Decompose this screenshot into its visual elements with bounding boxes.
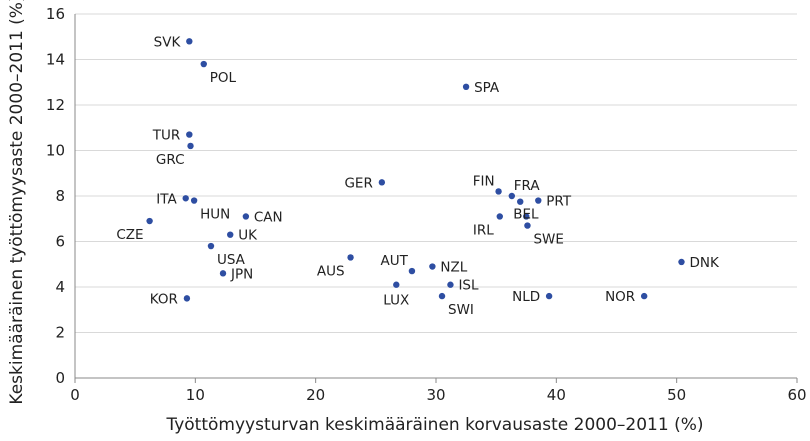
point-label-hun: HUN — [200, 207, 230, 223]
data-point-isl — [447, 281, 454, 288]
data-point-fin — [495, 188, 502, 195]
data-point-dnk — [678, 258, 685, 266]
point-label-nzl: NZL — [440, 260, 467, 276]
y-axis-title: Keskimääräinen työttömyysaste 2000–2011 … — [7, 0, 27, 405]
point-label-fra: FRA — [514, 178, 541, 194]
data-point-aut — [408, 267, 416, 275]
x-tick-label: 10 — [186, 386, 205, 404]
x-tick-label: 60 — [787, 386, 806, 404]
data-point-svk — [186, 38, 193, 45]
point-label-swi: SWI — [448, 302, 474, 318]
x-tick-label: 50 — [667, 386, 686, 404]
y-tick-label: 2 — [55, 324, 65, 342]
point-label-prt: PRT — [546, 194, 572, 210]
y-tick-label: 8 — [55, 187, 65, 205]
x-tick-label: 30 — [426, 386, 445, 404]
data-point-can — [242, 213, 250, 220]
y-axis-ticks: 0 2 4 6 8 10 12 14 16 — [46, 5, 65, 387]
point-label-nld: NLD — [512, 289, 540, 305]
data-point-jpn — [219, 270, 227, 277]
data-point-prt — [535, 197, 542, 204]
point-label-ger: GER — [344, 175, 372, 191]
data-point-grc — [187, 142, 194, 150]
point-label-fin: FIN — [473, 173, 495, 189]
data-point — [517, 198, 524, 205]
point-label-bel: BEL — [513, 206, 539, 222]
point-label-grc: GRC — [156, 152, 185, 168]
point-label-jpn: JPN — [230, 266, 253, 282]
point-label-spa: SPA — [474, 80, 500, 96]
x-tick-label: 20 — [306, 386, 325, 404]
point-label-pol: POL — [210, 70, 237, 86]
point-label-uk: UK — [238, 228, 258, 244]
x-axis-title: Työttömyysturvan keskimääräinen korvausa… — [165, 415, 703, 435]
y-tick-label: 0 — [55, 369, 65, 387]
point-label-dnk: DNK — [689, 255, 719, 271]
data-point-aus — [347, 254, 354, 261]
data-point-cze — [146, 217, 153, 225]
point-label-tur: TUR — [152, 128, 181, 144]
point-label-ita: ITA — [156, 191, 177, 207]
y-tick-label: 6 — [55, 233, 65, 251]
data-point-swi — [438, 292, 446, 300]
data-point-swe — [524, 222, 531, 229]
point-label-isl: ISL — [458, 278, 479, 294]
point-label-kor: KOR — [150, 291, 178, 307]
point-label-can: CAN — [254, 209, 283, 225]
y-tick-label: 14 — [46, 51, 65, 69]
data-points — [146, 38, 685, 302]
x-axis-ticks: 0 10 20 30 40 50 60 — [70, 378, 807, 404]
data-point-fra — [508, 192, 516, 200]
data-point-lux — [393, 281, 400, 288]
data-point-pol — [200, 60, 207, 68]
point-label-irl: IRL — [473, 222, 494, 238]
data-point-nld — [545, 292, 553, 300]
data-point-spa — [462, 83, 470, 91]
data-point-kor — [183, 295, 191, 302]
point-label-swe: SWE — [533, 232, 563, 248]
x-tick-label: 40 — [547, 386, 566, 404]
data-point-irl — [496, 213, 503, 220]
point-label-svk: SVK — [154, 34, 182, 50]
data-point-ger — [378, 179, 386, 186]
x-tick-label: 0 — [70, 386, 80, 404]
data-point-uk — [227, 231, 234, 238]
point-label-aus: AUS — [317, 263, 345, 279]
point-label-lux: LUX — [383, 293, 409, 309]
point-label-usa: USA — [217, 252, 246, 268]
data-point-ita — [182, 195, 189, 202]
grid-lines — [75, 13, 797, 333]
data-point-nzl — [429, 263, 436, 270]
y-tick-label: 10 — [46, 142, 65, 160]
point-label-nor: NOR — [605, 289, 635, 305]
data-point-tur — [186, 131, 193, 138]
y-tick-label: 16 — [46, 5, 65, 23]
point-labels: SVK POL SPA TUR GRC GER FIN FRA PRT BEL IRL SWE ITA H… — [116, 34, 720, 318]
data-point-hun — [190, 197, 198, 204]
data-point-bel — [523, 213, 530, 220]
y-tick-label: 4 — [55, 278, 65, 296]
point-label-cze: CZE — [116, 227, 143, 243]
data-point-usa — [207, 242, 215, 250]
point-label-aut: AUT — [381, 253, 409, 269]
y-tick-label: 12 — [46, 96, 65, 114]
data-point-nor — [640, 292, 648, 300]
